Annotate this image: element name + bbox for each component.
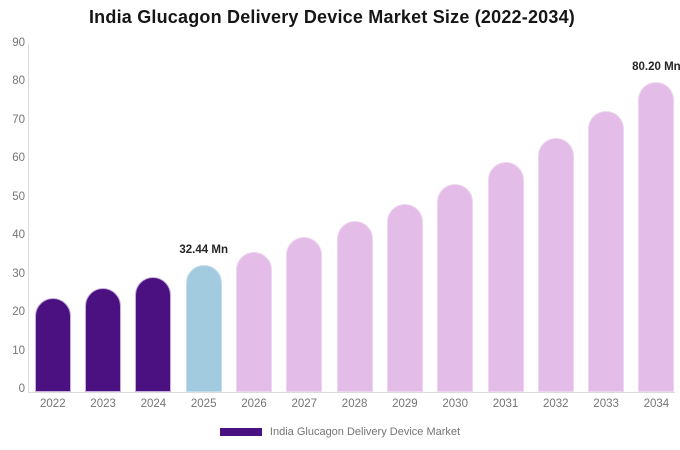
x-tick-label: 2027 <box>291 398 318 410</box>
value-annotation-2034: 80.20 Mn <box>632 60 680 73</box>
x-tick-label: 2033 <box>593 398 619 410</box>
plot-area: 0 10 20 30 40 50 60 70 80 90 2022 2023 2024 2025 2026 2… <box>12 37 680 410</box>
x-tick-label: 2025 <box>190 398 217 410</box>
bar-2026 <box>236 252 272 392</box>
legend-label: India Glucagon Delivery Device Market <box>269 426 461 438</box>
bar-2031 <box>487 162 524 392</box>
y-tick-label: 40 <box>12 229 25 242</box>
y-tick-label: 90 <box>12 37 25 50</box>
x-tick-label: 2030 <box>442 398 468 410</box>
legend: India Glucagon Delivery Device Market <box>0 424 680 440</box>
bar-2024 <box>135 277 172 392</box>
bar-2025 <box>185 265 222 392</box>
legend-swatch <box>219 428 262 436</box>
bar-2029 <box>386 203 423 392</box>
y-tick-label: 60 <box>12 152 25 165</box>
x-tick-label: 2023 <box>90 398 116 410</box>
x-tick-label: 2028 <box>341 398 368 410</box>
y-tick-label: 30 <box>12 267 25 280</box>
bar-2033 <box>588 111 625 392</box>
x-tick-label: 2022 <box>40 398 66 410</box>
x-tick-label: 2024 <box>140 398 167 410</box>
y-tick-label: 20 <box>12 306 25 319</box>
y-tick-label: 0 <box>18 383 25 395</box>
bar-2027 <box>286 237 323 392</box>
x-tick-label: 2034 <box>643 398 670 410</box>
y-tick-label: 80 <box>12 75 25 88</box>
bar-2023 <box>85 288 122 392</box>
x-tick-label: 2031 <box>492 398 519 410</box>
bar-2030 <box>437 183 474 392</box>
y-tick-label: 10 <box>12 344 25 357</box>
value-annotation-2025: 32.44 Mn <box>179 244 228 257</box>
bar-2028 <box>336 221 373 392</box>
x-tick-label: 2026 <box>241 398 267 410</box>
x-tick-label: 2029 <box>392 398 418 410</box>
bar-2032 <box>537 137 574 392</box>
x-tick-label: 2032 <box>543 398 569 410</box>
bar-2022 <box>34 298 71 392</box>
bar-2034 <box>638 81 675 392</box>
y-tick-label: 70 <box>12 113 25 126</box>
chart-title: India Glucagon Delivery Device Market Si… <box>88 7 576 27</box>
y-tick-label: 50 <box>12 190 25 203</box>
